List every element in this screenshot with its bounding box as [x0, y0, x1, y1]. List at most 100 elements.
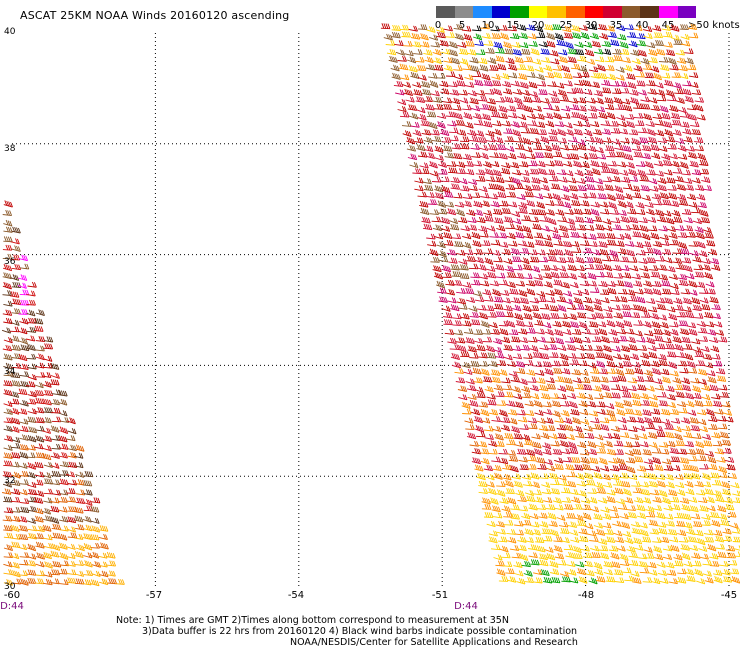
wind-barb: [588, 321, 599, 328]
wind-barb: [628, 551, 638, 559]
wind-barb: [602, 48, 612, 56]
wind-barb: [617, 209, 627, 216]
wind-barb: [518, 121, 528, 128]
wind-barb: [621, 57, 631, 64]
wind-barb: [630, 521, 641, 528]
wind-barb: [448, 41, 458, 49]
wind-barb: [501, 248, 511, 255]
wind-barb: [683, 472, 693, 480]
wind-barb: [557, 265, 567, 272]
wind-barb: [2, 470, 13, 478]
wind-barb: [609, 465, 620, 472]
wind-barb: [624, 368, 635, 375]
wind-barb: [641, 359, 651, 367]
wind-barb: [694, 136, 704, 144]
wind-barb: [449, 344, 460, 350]
wind-barb: [514, 272, 525, 279]
wind-barb: [621, 224, 631, 231]
wind-barb: [412, 129, 422, 137]
wind-barb: [42, 445, 52, 452]
wind-barb: [616, 457, 626, 465]
wind-barb: [90, 551, 100, 559]
wind-barb: [568, 136, 578, 143]
wind-barb: [614, 536, 625, 544]
wind-barb: [571, 496, 581, 504]
wind-barb: [425, 103, 435, 111]
wind-barb: [42, 380, 52, 388]
wind-barb: [462, 320, 472, 327]
wind-barb: [625, 120, 636, 129]
wind-barb: [472, 25, 482, 32]
wind-barb: [630, 312, 641, 319]
wind-barb: [499, 545, 509, 553]
wind-barb: [90, 497, 101, 504]
wind-barb: [632, 537, 643, 545]
wind-barb: [400, 74, 410, 81]
wind-barb: [654, 384, 665, 391]
wind-barb: [26, 416, 37, 423]
wind-barb: [628, 129, 639, 136]
wind-barb: [698, 336, 709, 342]
wind-barb: [603, 225, 613, 232]
wind-barb: [624, 497, 634, 504]
wind-barb: [645, 423, 655, 430]
wind-barb: [19, 380, 30, 388]
wind-barb: [574, 216, 585, 223]
wind-barb: [599, 248, 609, 256]
wind-barb: [3, 544, 14, 552]
wind-barb: [681, 513, 692, 520]
wind-barb: [553, 240, 563, 246]
wind-barb: [630, 137, 641, 146]
wind-barb: [669, 447, 679, 455]
wind-barb: [557, 344, 567, 352]
wind-barb: [657, 137, 668, 144]
wind-barb: [592, 215, 603, 223]
wind-barb: [501, 552, 511, 559]
wind-barb: [82, 579, 92, 586]
wind-barb: [513, 96, 523, 105]
wind-barb: [514, 312, 524, 321]
wind-barb: [625, 457, 636, 464]
wind-barb: [3, 337, 13, 344]
wind-barb: [529, 513, 539, 520]
wind-barb: [520, 176, 531, 183]
wind-barb: [634, 544, 644, 551]
wind-barb: [66, 526, 77, 533]
wind-barb: [41, 453, 52, 461]
wind-barb: [491, 249, 501, 256]
wind-barb: [592, 298, 602, 305]
wind-barb: [687, 409, 697, 416]
wind-barb: [554, 200, 565, 207]
wind-barb: [478, 186, 488, 193]
wind-barb: [607, 160, 617, 167]
wind-barb: [491, 456, 501, 463]
wind-barb: [43, 578, 53, 586]
wind-barb: [691, 89, 702, 96]
wind-barb: [483, 512, 494, 519]
wind-barb: [426, 111, 437, 118]
wind-barb: [513, 561, 523, 568]
wind-barb: [620, 345, 631, 353]
wind-barb: [689, 250, 699, 257]
wind-barb: [530, 559, 540, 566]
wind-barb: [483, 248, 493, 255]
wind-barb: [569, 192, 579, 200]
wind-barb: [629, 224, 640, 231]
wind-barb: [440, 88, 450, 95]
wind-barb: [683, 217, 693, 224]
wind-barb: [543, 103, 553, 110]
wind-barb: [493, 41, 503, 49]
wind-barb: [488, 448, 498, 455]
wind-barb: [502, 561, 513, 568]
lat-label: 40: [4, 27, 16, 37]
wind-barb: [553, 536, 563, 543]
wind-barb: [462, 408, 472, 415]
wind-barb: [714, 535, 725, 543]
wind-barb: [600, 297, 610, 304]
wind-barb: [678, 64, 688, 72]
wind-barb: [684, 480, 694, 488]
wind-barb: [650, 408, 661, 415]
wind-barb: [540, 184, 550, 192]
wind-barb: [536, 457, 546, 464]
wind-barb: [644, 72, 655, 79]
